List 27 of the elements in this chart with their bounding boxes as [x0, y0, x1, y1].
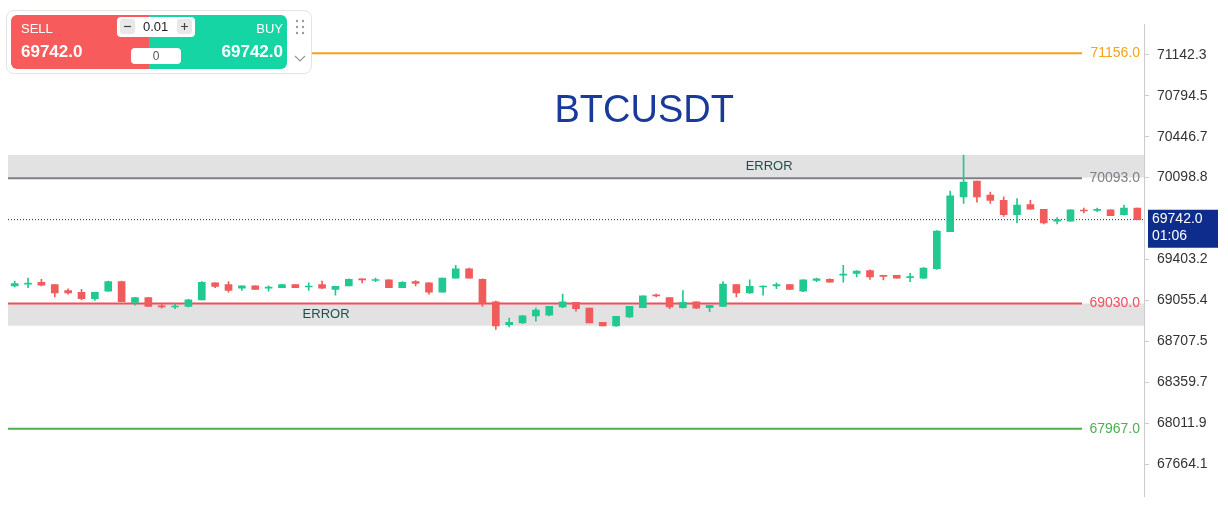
- annotation: 0: [131, 48, 181, 64]
- y-tick-label: 70794.5: [1157, 86, 1208, 103]
- text: 01:06: [1152, 227, 1188, 244]
- y-tick-label: 69403.2: [1157, 250, 1208, 267]
- y-tick-label: 68011.9: [1157, 414, 1207, 431]
- ref-line-label: 69742.0: [1152, 210, 1203, 227]
- annotation: SELL: [21, 21, 53, 36]
- text: BTCUSDT: [554, 88, 734, 131]
- ref-line-label: 70093.0: [1089, 169, 1141, 186]
- ref-line-label: 67967.0: [1089, 419, 1141, 436]
- y-tick-label: 71142.3: [1157, 45, 1207, 62]
- y-tick-label: 67664.1: [1157, 455, 1208, 472]
- band-label: ERROR: [302, 306, 350, 322]
- annotation: 69742.0: [221, 42, 283, 62]
- annotation: 0.01: [143, 19, 169, 34]
- y-tick-label: 68359.7: [1157, 373, 1208, 390]
- ref-line-label: 71156.0: [1090, 43, 1141, 60]
- candlestick: [906, 273, 914, 283]
- annotation: BUY: [256, 21, 283, 36]
- y-tick-label: 68707.5: [1157, 332, 1208, 349]
- y-tick-label: 70446.7: [1157, 127, 1208, 144]
- y-tick-label: 69055.4: [1157, 291, 1208, 308]
- y-tick-label: 70098.8: [1157, 168, 1208, 185]
- annotation: 69742.0: [21, 42, 83, 62]
- band-label: ERROR: [745, 157, 793, 173]
- ref-line-label: 69030.0: [1089, 294, 1141, 311]
- candlestick: [839, 264, 848, 283]
